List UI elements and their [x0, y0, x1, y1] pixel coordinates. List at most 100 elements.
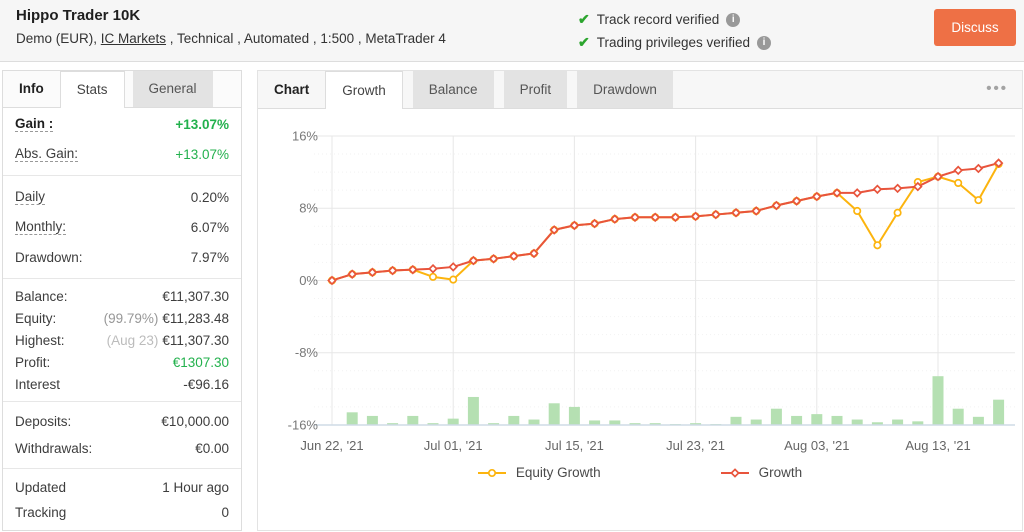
stat-value-wrap: 7.97%: [191, 250, 229, 265]
growth-chart-svg[interactable]: 16% 8% 0% -8% -16% Jun 22, '21 Jul 01, '21 Jul …: [258, 109, 1018, 461]
stats-group: Updated 1 Hour ago Tracking 0: [15, 475, 229, 525]
stat-label-drawdown: Drawdown:: [15, 249, 83, 265]
stats-divider: [3, 401, 241, 402]
volume-bar: [528, 419, 540, 425]
stat-value-wrap: 1 Hour ago: [162, 480, 229, 495]
verification-list: ✔ Track record verified i ✔ Trading privileg…: [578, 8, 772, 54]
verification-row-track-record-verified: ✔ Track record verified i: [578, 8, 771, 31]
stats-divider: [3, 468, 241, 469]
growth-markers: [327, 158, 1004, 286]
volume-bar: [609, 420, 621, 425]
tab-profit[interactable]: Profit: [503, 71, 568, 108]
stat-label-abs-gain[interactable]: Abs. Gain:: [15, 146, 79, 162]
stat-note: (99.79%): [103, 310, 159, 326]
ellipsis-menu-icon[interactable]: •••: [986, 80, 1008, 97]
subtitle-suffix: , Technical , Automated , 1:500 , MetaTr…: [166, 31, 446, 46]
stat-value-updated: 1 Hour ago: [162, 480, 229, 495]
stat-label-daily[interactable]: Daily: [15, 189, 46, 205]
svg-text:Aug 13, '21: Aug 13, '21: [905, 438, 970, 453]
header-bar: Hippo Trader 10K Demo (EUR), IC Markets …: [0, 0, 1024, 62]
volume-bar: [770, 408, 782, 425]
discuss-button[interactable]: Discuss: [934, 9, 1016, 46]
stat-row-equity: Equity: (99.79%) €11,283.48: [15, 307, 229, 329]
volume-bar: [629, 423, 641, 425]
stat-value-wrap: (99.79%) €11,283.48: [104, 311, 229, 326]
stat-label-interest: Interest: [15, 376, 61, 392]
volume-bar: [932, 376, 944, 425]
info-icon[interactable]: i: [757, 35, 772, 50]
stats-divider: [3, 278, 241, 279]
legend-label: Growth: [758, 465, 803, 480]
svg-text:-8%: -8%: [295, 345, 319, 360]
stat-label-deposits: Deposits:: [15, 414, 72, 429]
stat-row-deposits: Deposits: €10,000.00: [15, 408, 229, 435]
grid-lines: [314, 135, 1015, 425]
broker-link[interactable]: IC Markets: [100, 31, 167, 46]
stat-value-interest: -€96.16: [183, 376, 229, 392]
account-title: Hippo Trader 10K: [16, 7, 141, 24]
chart-legend: Equity Growth Growth: [258, 465, 1022, 480]
volume-bar: [912, 421, 924, 425]
tab-drawdown[interactable]: Drawdown: [577, 71, 673, 108]
tab-stats[interactable]: Stats: [59, 71, 125, 108]
stats-panel: Info Stats General Gain : +13.07% Abs. Gain:…: [2, 70, 242, 531]
volume-bar: [851, 419, 863, 425]
tab-chart[interactable]: Chart: [274, 82, 310, 97]
info-icon[interactable]: i: [726, 12, 741, 27]
account-subtitle: Demo (EUR), IC Markets , Technical , Aut…: [16, 31, 446, 46]
volume-bar: [730, 416, 742, 425]
chart-area: 16% 8% 0% -8% -16% Jun 22, '21 Jul 01, '21 Jul …: [258, 109, 1022, 480]
tab-balance[interactable]: Balance: [412, 71, 494, 108]
stats-group: Balance: €11,307.30 Equity: (99.79%) €11,283…: [15, 285, 229, 395]
volume-bar: [811, 414, 823, 425]
volume-bar: [346, 412, 358, 425]
stat-value-wrap: €11,307.30: [162, 289, 229, 304]
stat-row-interest: Interest -€96.16: [15, 373, 229, 395]
volume-bar: [871, 422, 883, 425]
legend-item-equity-growth[interactable]: Equity Growth: [477, 465, 601, 480]
volume-bar: [892, 419, 904, 425]
stat-value-abs-gain: +13.07%: [175, 146, 229, 162]
volume-bar: [467, 396, 479, 425]
stat-value-wrap: (Aug 23) €11,307.30: [107, 333, 229, 348]
volume-bar: [972, 416, 984, 425]
tab-general[interactable]: General: [132, 71, 213, 107]
stat-value-highest: €11,307.30: [162, 332, 229, 348]
stat-note: (Aug 23): [106, 332, 159, 348]
stat-row-abs-gain: Abs. Gain: +13.07%: [15, 139, 229, 169]
verification-label: Trading privileges verified: [596, 35, 751, 50]
stat-label-gain[interactable]: Gain :: [15, 116, 54, 132]
stat-value-wrap: €10,000.00: [161, 414, 229, 429]
volume-bar: [831, 415, 843, 425]
tab-info[interactable]: Info: [19, 81, 44, 96]
stat-value-wrap: +13.07%: [175, 117, 229, 132]
stat-label-equity: Equity:: [15, 310, 57, 326]
stat-row-tracking: Tracking 0: [15, 500, 229, 525]
stat-label-monthly[interactable]: Monthly:: [15, 219, 67, 235]
svg-text:Jul 01, '21: Jul 01, '21: [424, 438, 483, 453]
volume-bar: [508, 415, 520, 425]
stat-value-withdrawals: €0.00: [195, 441, 229, 456]
stat-value-tracking: 0: [221, 505, 229, 520]
stat-value-gain: +13.07%: [175, 116, 229, 132]
y-axis-labels: 16% 8% 0% -8% -16%: [288, 129, 319, 433]
stat-value-equity: €11,283.48: [162, 310, 229, 326]
tab-growth[interactable]: Growth: [325, 71, 403, 109]
svg-text:Jul 15, '21: Jul 15, '21: [545, 438, 604, 453]
stat-row-drawdown: Drawdown: 7.97%: [15, 242, 229, 272]
stat-value-balance: €11,307.30: [162, 288, 229, 304]
svg-text:0%: 0%: [299, 273, 318, 288]
stat-value-wrap: -€96.16: [183, 377, 229, 392]
volume-bar: [993, 399, 1005, 425]
stat-label-highest: Highest:: [15, 332, 65, 348]
volume-bar: [952, 408, 964, 425]
stat-row-gain: Gain : +13.07%: [15, 109, 229, 139]
stat-value-monthly: 6.07%: [190, 219, 229, 235]
stats-divider: [3, 175, 241, 176]
stat-value-daily: 0.20%: [190, 189, 229, 205]
legend-marker-diamond: [720, 467, 749, 478]
volume-bar: [791, 415, 803, 425]
legend-item-growth[interactable]: Growth: [720, 465, 803, 480]
stat-value-wrap: €0.00: [195, 441, 229, 456]
